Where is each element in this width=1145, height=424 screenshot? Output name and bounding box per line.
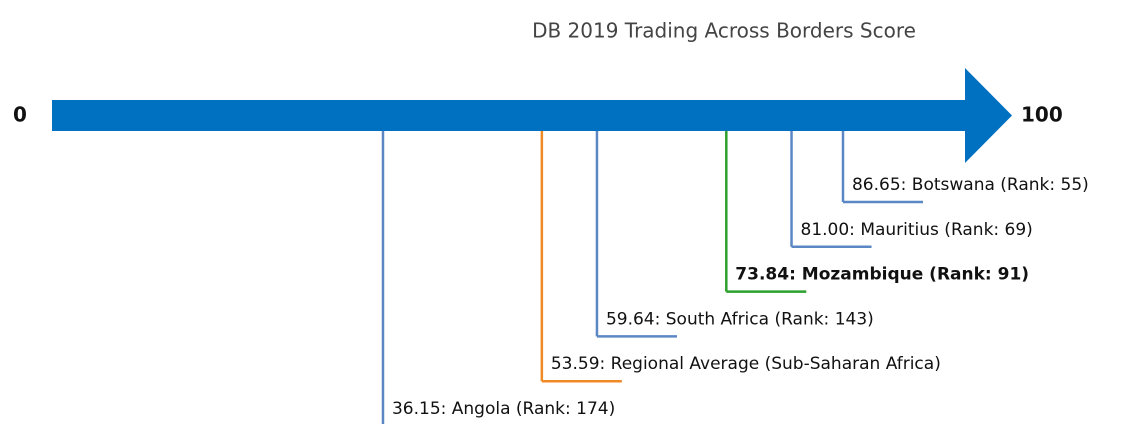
chart-title: DB 2019 Trading Across Borders Score — [532, 19, 916, 43]
x-tick-label: 0 — [13, 103, 27, 127]
x-tick-label: 100 — [1021, 103, 1063, 127]
marker-label: 59.64: South Africa (Rank: 143) — [606, 309, 874, 329]
marker-label: 86.65: Botswana (Rank: 55) — [852, 175, 1089, 195]
scale-arrow — [52, 68, 1012, 163]
marker-label: 36.15: Angola (Rank: 174) — [392, 399, 615, 419]
marker-label: 81.00: Mauritius (Rank: 69) — [801, 220, 1033, 240]
marker-label: 53.59: Regional Average (Sub-Saharan Afr… — [551, 354, 941, 374]
marker-label: 73.84: Mozambique (Rank: 91) — [735, 265, 1029, 285]
